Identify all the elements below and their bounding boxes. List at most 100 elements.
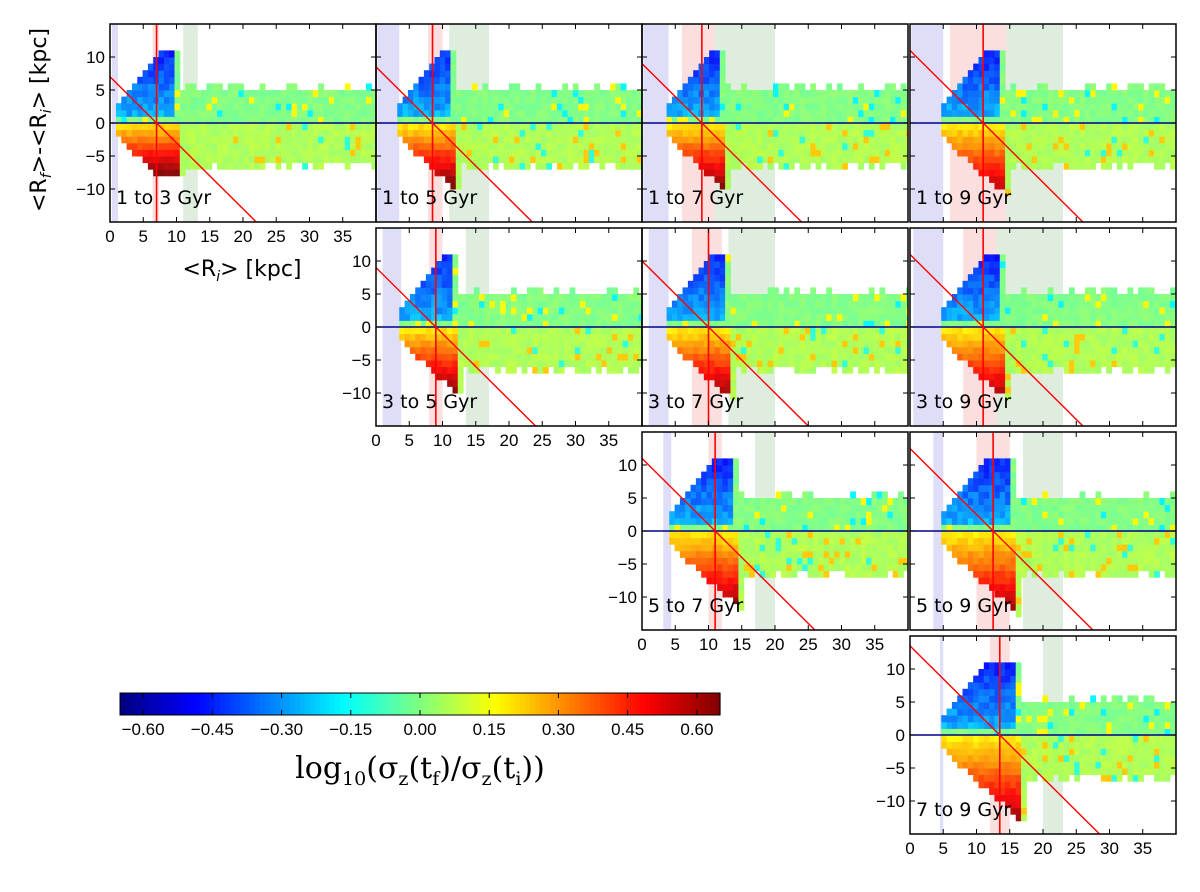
panel-1-to-9-gyr: 1 to 9 Gyr (909, 23, 1177, 223)
x-tick-label: 30 (300, 227, 319, 246)
heatmap-cells (669, 458, 908, 611)
x-tick-label: 5 (405, 431, 414, 450)
x-tick-label: 5 (671, 635, 680, 654)
x-tick-label: 30 (566, 431, 585, 450)
panel-label: 5 to 9 Gyr (916, 595, 1011, 617)
figure-xlabel: <Ri> [kpc] (182, 257, 301, 285)
x-tick-label: 15 (1000, 839, 1019, 858)
y-tick-label: −10 (76, 180, 105, 199)
x-tick-label: 15 (200, 227, 219, 246)
diagonal-guide (642, 63, 803, 222)
x-tick-label: 25 (799, 635, 818, 654)
colorbar-tick-label: −0.30 (260, 720, 303, 739)
y-tick-label: −10 (342, 384, 371, 403)
panel-1-to-7-gyr: 1 to 7 Gyr (641, 23, 909, 223)
heatmap-cells (941, 458, 1176, 618)
x-tick-label: 5 (139, 227, 148, 246)
panel-label: 1 to 3 Gyr (116, 187, 211, 209)
panel-label: 7 to 9 Gyr (916, 799, 1011, 821)
diagonal-guide (642, 457, 816, 630)
x-tick-label: 0 (637, 635, 646, 654)
heatmap-cells (941, 254, 1176, 401)
heatmap-cells (941, 662, 1176, 822)
y-tick-label: 10 (352, 252, 371, 271)
panel-3-to-7-gyr: 3 to 7 Gyr (641, 227, 909, 427)
diagonal-guide (910, 448, 1094, 630)
x-tick-label: 15 (732, 635, 751, 654)
diagonal-guide (642, 260, 809, 426)
y-tick-label: 10 (886, 660, 905, 679)
y-tick-label: 5 (896, 693, 905, 712)
panel-1-to-3-gyr: 0 5 10 15 20 25 30 35 10 5 0 −5 −10 1 to 3 Gyr (76, 23, 377, 246)
colorbar-tick-label: −0.45 (191, 720, 234, 739)
x-tick-label: 0 (105, 227, 114, 246)
x-tick-label: 25 (267, 227, 286, 246)
colorbar-ticks: −0.60 −0.45 −0.30 −0.15 0.00 0.15 0.30 0.45 0.60 (122, 693, 713, 739)
x-tick-label: 30 (1100, 839, 1119, 858)
colorbar-tick-label: 0.15 (473, 720, 506, 739)
x-tick-label: 35 (599, 431, 618, 450)
x-tick-label: 10 (167, 227, 186, 246)
panel-label: 1 to 7 Gyr (648, 187, 743, 209)
x-tick-label: 0 (905, 839, 914, 858)
heatmap-cells (115, 50, 376, 177)
panel-5-to-7-gyr: 0 5 10 15 20 25 30 35 10 5 0 −5 −10 5 to 7 Gyr (608, 431, 909, 654)
panel-3-to-5-gyr: 0 5 10 15 20 25 30 35 10 5 0 −5 −10 3 to 5 Gyr (342, 227, 643, 450)
colorbar-tick-label: −0.15 (329, 720, 372, 739)
y-tick-label: −10 (876, 792, 905, 811)
x-tick-label: 10 (699, 635, 718, 654)
y-tick-label: −10 (608, 588, 637, 607)
panel-3-to-9-gyr: 3 to 9 Gyr (909, 227, 1177, 427)
x-tick-label: 20 (1034, 839, 1053, 858)
diagonal-guide (910, 645, 1101, 834)
y-tick-label: 5 (96, 81, 105, 100)
diagonal-guide (376, 66, 533, 222)
y-tick-label: −5 (886, 759, 905, 778)
diagonal-guide (376, 267, 537, 426)
panel-label: 5 to 7 Gyr (648, 595, 743, 617)
heatmap-cells (399, 254, 642, 394)
x-tick-label: 35 (1133, 839, 1152, 858)
x-tick-label: 10 (433, 431, 452, 450)
colorbar-tick-label: 0.00 (403, 720, 436, 739)
y-tick-label: 0 (896, 726, 905, 745)
y-tick-label: 10 (86, 48, 105, 67)
x-tick-label: 10 (967, 839, 986, 858)
panel-label: 1 to 5 Gyr (382, 187, 477, 209)
colorbar-tick-label: 0.45 (611, 720, 644, 739)
figure-ylabel: <Rf>-<Ri> [kpc] (27, 28, 55, 212)
y-tick-label: −5 (86, 147, 105, 166)
y-tick-label: 10 (618, 456, 637, 475)
x-tick-label: 20 (500, 431, 519, 450)
panel-5-to-9-gyr: 5 to 9 Gyr (909, 431, 1177, 631)
panel-label: 3 to 7 Gyr (648, 391, 743, 413)
panel-7-to-9-gyr: 0 5 10 15 20 25 30 35 10 5 0 −5 −10 7 to 9 Gyr (876, 635, 1177, 858)
heatmap-cells (397, 50, 642, 190)
x-tick-label: 5 (939, 839, 948, 858)
x-tick-label: 0 (371, 431, 380, 450)
y-tick-label: 0 (362, 318, 371, 337)
x-tick-label: 25 (533, 431, 552, 450)
x-tick-label: 35 (865, 635, 884, 654)
x-tick-label: 15 (466, 431, 485, 450)
diagonal-guide (910, 253, 1084, 426)
x-tick-label: 35 (333, 227, 352, 246)
colorbar-tick-label: 0.30 (542, 720, 575, 739)
y-tick-label: 5 (628, 489, 637, 508)
panel-label: 1 to 9 Gyr (916, 187, 1011, 209)
x-tick-label: 20 (766, 635, 785, 654)
x-tick-label: 20 (234, 227, 253, 246)
y-tick-label: −5 (352, 351, 371, 370)
panel-label: 3 to 5 Gyr (382, 391, 477, 413)
diagonal-guide (910, 49, 1084, 222)
colorbar-tick-label: −0.60 (122, 720, 165, 739)
x-tick-label: 25 (1067, 839, 1086, 858)
panel-1-to-5-gyr: 1 to 5 Gyr (375, 23, 643, 223)
y-tick-label: 0 (96, 114, 105, 133)
colorbar-tick-label: 0.60 (680, 720, 713, 739)
y-tick-label: 0 (628, 522, 637, 541)
colorbar-gradient (120, 693, 721, 715)
y-tick-label: −5 (618, 555, 637, 574)
